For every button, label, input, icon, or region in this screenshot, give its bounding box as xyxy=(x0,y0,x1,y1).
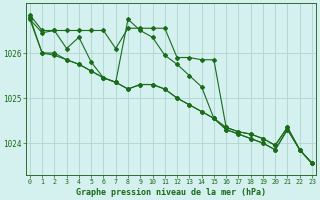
X-axis label: Graphe pression niveau de la mer (hPa): Graphe pression niveau de la mer (hPa) xyxy=(76,188,266,197)
